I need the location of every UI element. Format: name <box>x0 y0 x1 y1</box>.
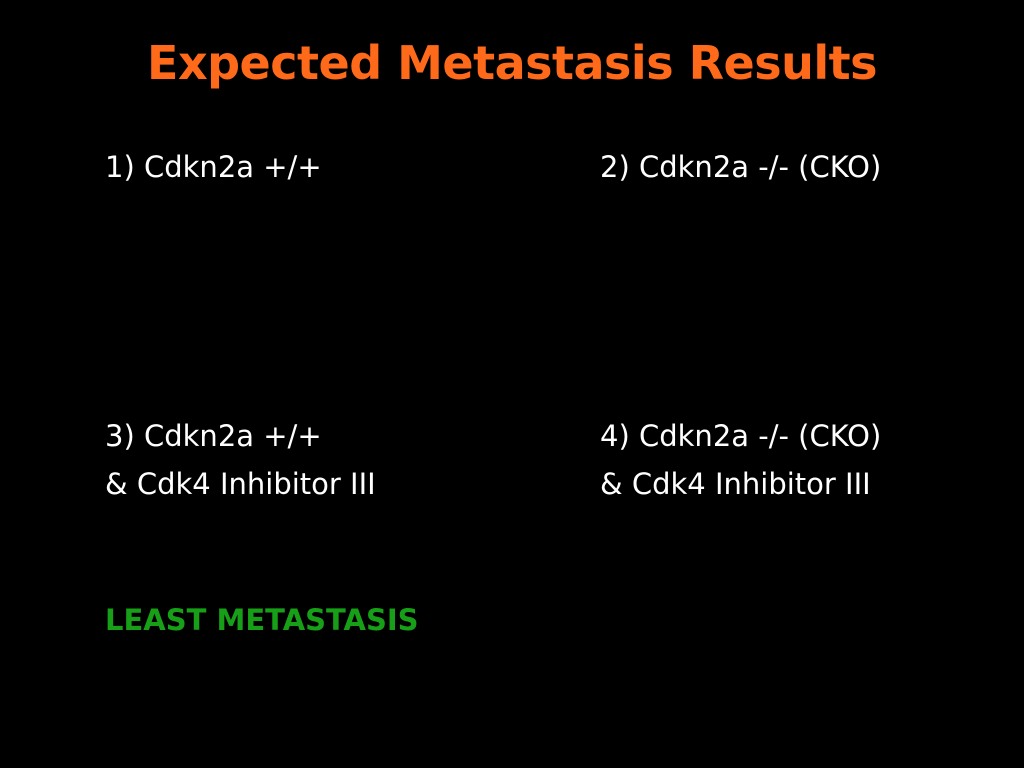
condition-3-treatment: & Cdk4 Inhibitor III <box>105 467 376 501</box>
condition-4-label: 4) Cdkn2a -/- (CKO) <box>600 419 882 453</box>
condition-4: 4) Cdkn2a -/- (CKO) & Cdk4 Inhibitor III <box>600 412 881 508</box>
condition-4-treatment: & Cdk4 Inhibitor III <box>600 467 871 501</box>
condition-2: 2) Cdkn2a -/- (CKO) <box>600 143 881 191</box>
condition-3-label: 3) Cdkn2a +/+ <box>105 419 322 453</box>
slide-title: Expected Metastasis Results <box>147 36 877 90</box>
least-metastasis-note: LEAST METASTASIS <box>105 603 419 637</box>
condition-3: 3) Cdkn2a +/+ & Cdk4 Inhibitor III <box>105 412 376 508</box>
condition-1-label: 1) Cdkn2a +/+ <box>105 150 322 184</box>
condition-2-label: 2) Cdkn2a -/- (CKO) <box>600 150 882 184</box>
condition-1: 1) Cdkn2a +/+ <box>105 143 322 191</box>
